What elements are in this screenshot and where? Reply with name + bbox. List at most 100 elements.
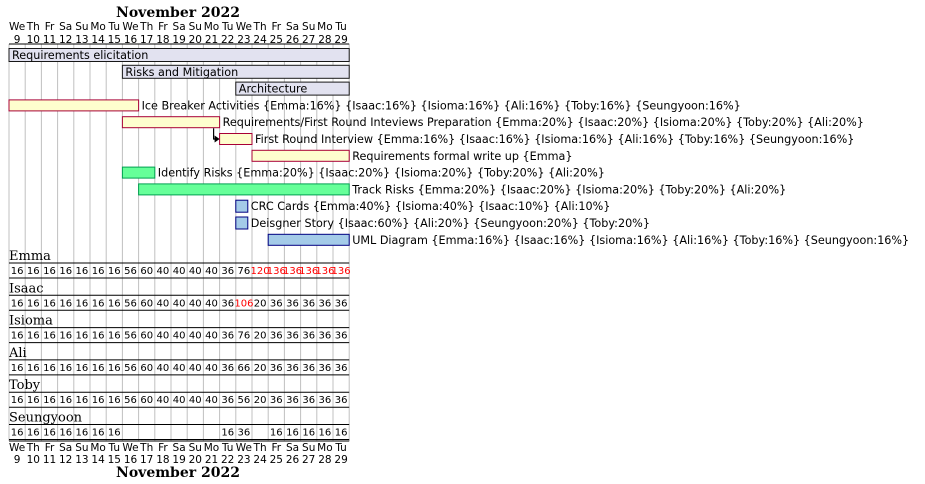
weekday-label: Fr xyxy=(272,21,282,33)
task-label: Architecture xyxy=(239,83,308,96)
weekday-label: We xyxy=(122,21,138,33)
weekday-label: Mo xyxy=(204,442,219,454)
resource-load-value: 36 xyxy=(270,363,283,374)
resource-load-value: 40 xyxy=(157,266,170,277)
weekday-label: We xyxy=(236,442,252,454)
resource-load-value: 16 xyxy=(43,395,56,406)
task-label: Identify Risks {Emma:20%} {Isaac:20%} {I… xyxy=(158,167,605,180)
resource-load-value: 16 xyxy=(108,331,121,342)
task-row: Requirements formal write up {Emma} xyxy=(251,149,573,163)
day-label: 22 xyxy=(221,34,234,46)
resource-load-value: 40 xyxy=(189,363,202,374)
resource-load-value: 16 xyxy=(59,331,72,342)
task-group-bar xyxy=(121,64,350,79)
task-label: Risks and Mitigation xyxy=(125,66,238,79)
resource-load-value: 40 xyxy=(157,298,170,309)
resource-load-value: 16 xyxy=(92,428,105,439)
weekday-label: Tu xyxy=(221,442,233,454)
day-label: 24 xyxy=(253,454,267,466)
resource-load-value: 36 xyxy=(302,331,315,342)
day-label: 16 xyxy=(124,34,138,46)
resource-load-value: 16 xyxy=(27,266,40,277)
task-label: Deisgner Story {Isaac:60%} {Ali:20%} {Se… xyxy=(251,217,650,230)
resource-load-value: 40 xyxy=(189,331,202,342)
weekday-label: Th xyxy=(139,21,153,33)
resource-load-value: 36 xyxy=(221,363,234,374)
weekday-label: We xyxy=(122,442,138,454)
task-row: Track Risks {Emma:20%} {Isaac:20%} {Isio… xyxy=(138,183,786,196)
weekday-label: Th xyxy=(253,21,267,33)
resource-load-value: 20 xyxy=(254,363,267,374)
resource-load-value: 16 xyxy=(108,428,121,439)
day-label: 26 xyxy=(286,454,300,466)
resource-load-value: 120 xyxy=(251,266,270,277)
resource-load-value: 106 xyxy=(234,298,253,309)
resource-load-value: 36 xyxy=(221,331,234,342)
resource-load-value: 16 xyxy=(27,428,40,439)
resource-load-value: 16 xyxy=(76,363,89,374)
task-label: Requirements elicitation xyxy=(12,49,148,62)
weekday-label: Su xyxy=(189,442,202,454)
resource-load-value: 36 xyxy=(319,331,332,342)
resource-load-value: 16 xyxy=(11,331,24,342)
month-label-bottom: November 2022 xyxy=(116,465,240,481)
resource-load-value: 40 xyxy=(157,363,170,374)
resource-load-value: 56 xyxy=(124,395,137,406)
weekday-label: Fr xyxy=(158,21,168,33)
resource-load-value: 36 xyxy=(286,363,299,374)
day-label: 16 xyxy=(124,454,138,466)
resource-load-value: 40 xyxy=(205,363,218,374)
day-label: 15 xyxy=(108,34,121,46)
resource-load-value: 60 xyxy=(140,395,153,406)
task-label: UML Diagram {Emma:16%} {Isaac:16%} {Isio… xyxy=(352,234,909,247)
task-row: First Round Interview {Emma:16%} {Isaac:… xyxy=(219,133,854,146)
weekday-label: Mo xyxy=(90,21,105,33)
resource-load-value: 60 xyxy=(140,266,153,277)
task-bar xyxy=(121,116,221,129)
weekday-label: Su xyxy=(302,21,315,33)
resource-load-value: 36 xyxy=(270,298,283,309)
weekday-label: We xyxy=(236,21,252,33)
task-row: Risks and Mitigation xyxy=(121,64,350,79)
resource-load-value: 16 xyxy=(59,298,72,309)
resource-load-value: 16 xyxy=(286,428,299,439)
resource-load-value: 16 xyxy=(11,363,24,374)
weekday-label: Fr xyxy=(45,442,55,454)
resource-load-value: 36 xyxy=(302,298,315,309)
weekday-label: Sa xyxy=(286,442,299,454)
resource-load-value: 16 xyxy=(92,363,105,374)
day-label: 25 xyxy=(270,34,283,46)
weekday-label: We xyxy=(9,21,25,33)
weekday-label: Fr xyxy=(45,21,55,33)
weekday-label: Tu xyxy=(334,442,346,454)
resource-load-value: 136 xyxy=(299,266,318,277)
resource-load-value: 36 xyxy=(270,331,283,342)
day-label: 28 xyxy=(318,454,331,466)
task-bar xyxy=(121,166,156,179)
resource-name: Isioma xyxy=(9,314,53,329)
task-row: Deisgner Story {Isaac:60%} {Ali:20%} {Se… xyxy=(235,216,650,230)
month-label-top: November 2022 xyxy=(116,5,240,21)
resource-load-value: 40 xyxy=(205,298,218,309)
task-row: Requirements/First Round Inteviews Prepa… xyxy=(121,116,864,129)
day-label: 18 xyxy=(156,454,169,466)
resource-load-value: 136 xyxy=(283,266,302,277)
resource-load-value: 60 xyxy=(140,331,153,342)
task-label: CRC Cards {Emma:40%} {Isioma:40%} {Isaac… xyxy=(251,200,611,213)
weekday-label: Tu xyxy=(108,442,120,454)
resource-load-value: 16 xyxy=(335,428,348,439)
task-bar xyxy=(251,149,350,162)
resource-load-value: 36 xyxy=(319,395,332,406)
resource-load-value: 16 xyxy=(76,331,89,342)
resource-load-value: 20 xyxy=(254,395,267,406)
day-label: 9 xyxy=(14,34,21,46)
resource-load-value: 16 xyxy=(43,298,56,309)
resource-load-value: 16 xyxy=(43,266,56,277)
day-label: 21 xyxy=(205,34,218,46)
day-label: 13 xyxy=(75,34,88,46)
